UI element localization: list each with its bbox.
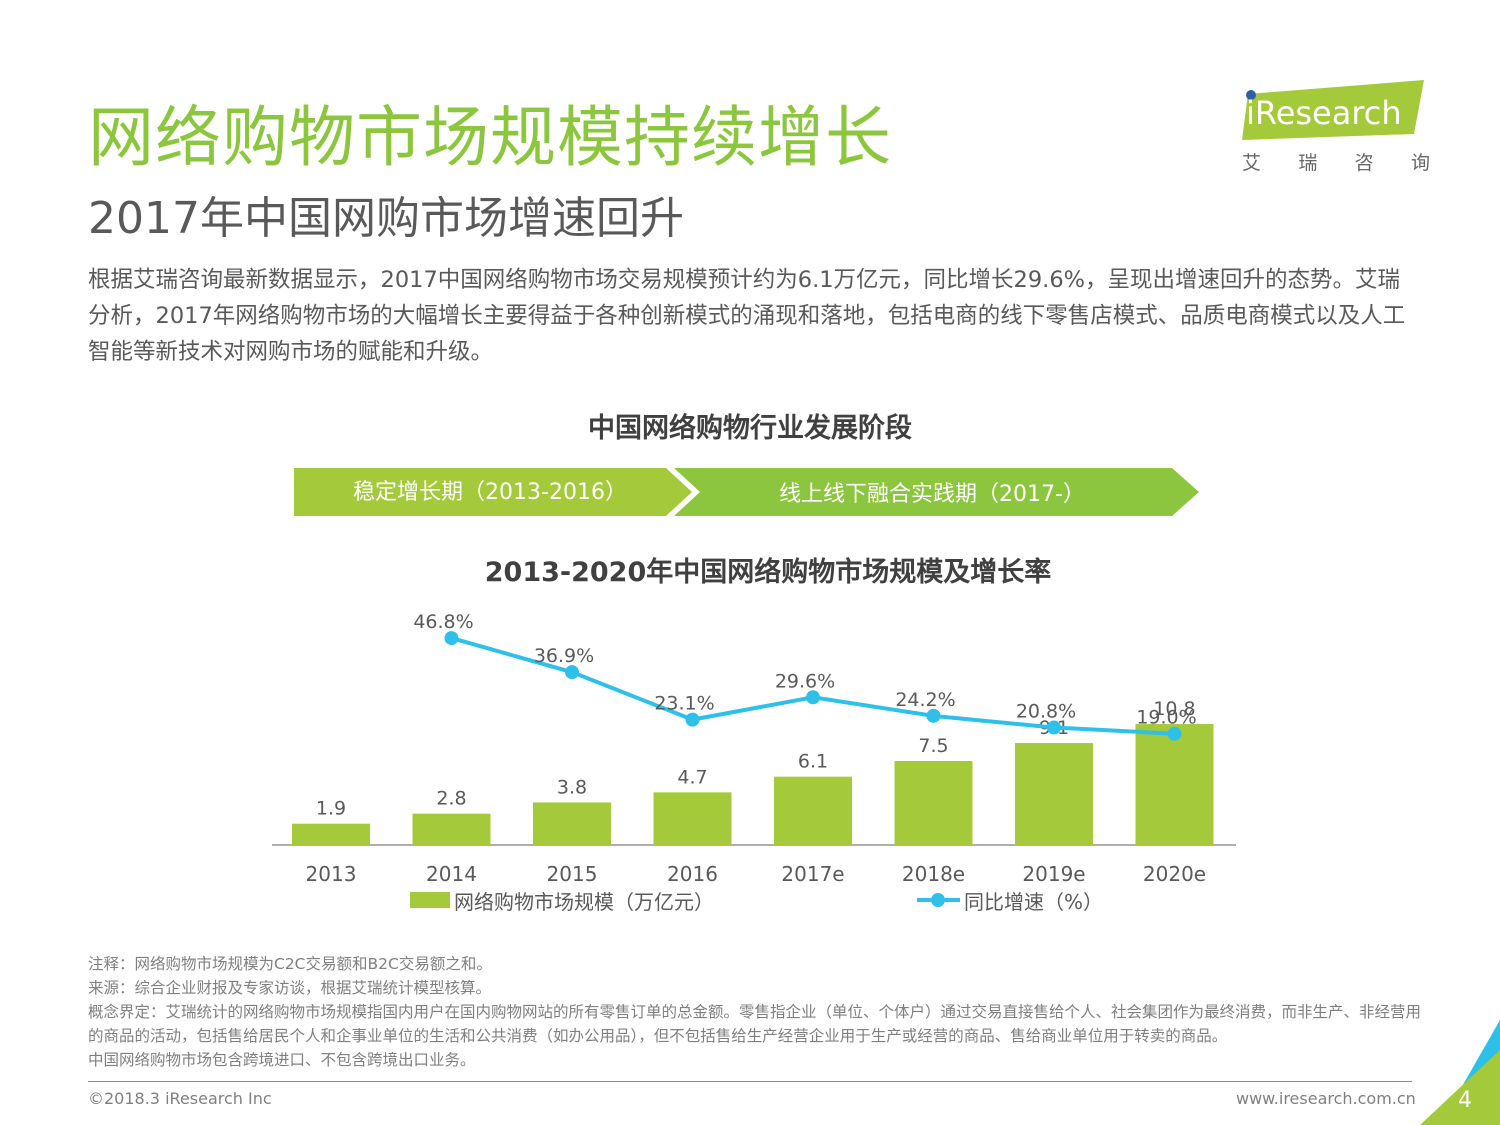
growth-value-label: 46.8% xyxy=(413,611,473,633)
bar-value-label: 1.9 xyxy=(316,798,346,820)
development-stages: 稳定增长期（2013-2016） 线上线下融合实践期（2017-） xyxy=(294,468,1199,516)
logo-char: 询 xyxy=(1410,152,1430,174)
summary-paragraph: 根据艾瑞咨询最新数据显示，2017中国网络购物市场交易规模预计约为6.1万亿元，… xyxy=(88,267,1406,365)
source-text: 来源：综合企业财报及专家访谈，根据艾瑞统计模型核算。 xyxy=(88,979,492,997)
x-tick-label: 2019e xyxy=(1022,862,1085,886)
bar xyxy=(533,802,611,845)
logo-char: 艾 xyxy=(1242,152,1262,174)
growth-point xyxy=(1047,720,1061,735)
bar xyxy=(292,823,370,845)
page-title: 网络购物市场规模持续增长 xyxy=(88,99,892,176)
growth-point xyxy=(806,690,820,705)
growth-point xyxy=(444,631,459,646)
bar xyxy=(1015,743,1093,845)
bar xyxy=(653,792,732,845)
page-subtitle: 2017年中国网购市场增速回升 xyxy=(88,193,684,244)
stage-2-shape xyxy=(674,468,1199,516)
bar xyxy=(1135,724,1214,845)
notes-block: 注释：网络购物市场规模为C2C交易额和B2C交易额之和。 来源：综合企业财报及专… xyxy=(88,952,1428,1072)
stage-1-shape xyxy=(294,468,692,516)
corner-decoration xyxy=(1420,1020,1500,1125)
stage-2-label: 线上线下融合实践期（2017-） xyxy=(779,482,1085,507)
copyright: ©2018.3 iResearch Inc xyxy=(88,1089,272,1108)
legend-line-label: 同比增速（%） xyxy=(964,890,1103,914)
logo-brand-text: iResearch xyxy=(1246,94,1402,132)
concept-text: 概念界定：艾瑞统计的网络购物市场规模指国内用户在国内购物网站的所有零售订单的总金… xyxy=(88,1003,1422,1045)
chart-title: 2013-2020年中国网络购物市场规模及增长率 xyxy=(484,557,1052,588)
x-tick-label: 2016 xyxy=(667,862,718,886)
logo-char: 咨 xyxy=(1354,152,1374,174)
growth-point xyxy=(1167,726,1182,741)
x-tick-label: 2014 xyxy=(426,862,477,886)
growth-value-label: 29.6% xyxy=(775,670,835,692)
stage-1-label: 稳定增长期（2013-2016） xyxy=(353,480,627,505)
bar-value-label: 2.8 xyxy=(436,788,466,810)
bar-value-label: 6.1 xyxy=(798,751,828,773)
bar xyxy=(894,761,973,845)
x-tick-label: 2013 xyxy=(306,862,357,886)
page-number: 4 xyxy=(1458,1088,1472,1113)
bar xyxy=(774,776,852,845)
growth-point xyxy=(685,712,700,727)
x-tick-label: 2017e xyxy=(781,862,844,886)
website-link[interactable]: www.iresearch.com.cn xyxy=(1236,1089,1416,1108)
logo-char: 瑞 xyxy=(1298,152,1318,174)
growth-value-label: 19.0% xyxy=(1136,707,1196,729)
cross-border-text: 中国网络购物市场包含跨境进口、不包含跨境出口业务。 xyxy=(88,1051,476,1069)
growth-value-label: 20.8% xyxy=(1016,701,1076,723)
growth-point xyxy=(565,665,579,680)
bar-value-label: 7.5 xyxy=(918,735,948,757)
stages-title: 中国网络购物行业发展阶段 xyxy=(588,413,912,444)
x-tick-label: 2018e xyxy=(902,862,965,886)
bar xyxy=(412,813,491,845)
bar-value-label: 10.8 xyxy=(1153,698,1195,720)
bar-value-label: 4.7 xyxy=(677,766,707,788)
growth-value-label: 23.1% xyxy=(654,693,714,715)
x-tick-label: 2015 xyxy=(547,862,598,886)
growth-point xyxy=(926,708,941,723)
x-tick-label: 2020e xyxy=(1143,862,1206,886)
market-chart: 1.9 2013 2.8 2014 3.8 2015 4.7 2016 6.1 2017e 7.5 2… xyxy=(272,611,1236,914)
legend-bar-label: 网络购物市场规模（万亿元） xyxy=(454,890,714,914)
logo-chinese-text: 艾 瑞 咨 询 xyxy=(1242,148,1430,175)
footer-divider xyxy=(88,1081,1412,1082)
bar-value-label: 3.8 xyxy=(557,776,587,798)
growth-value-label: 24.2% xyxy=(895,689,955,711)
growth-value-label: 36.9% xyxy=(534,645,594,667)
note-text: 注释：网络购物市场规模为C2C交易额和B2C交易额之和。 xyxy=(88,955,492,973)
legend-line-marker xyxy=(931,893,945,907)
iresearch-logo: iResearch xyxy=(1242,80,1424,140)
legend-bar-swatch xyxy=(410,892,450,908)
